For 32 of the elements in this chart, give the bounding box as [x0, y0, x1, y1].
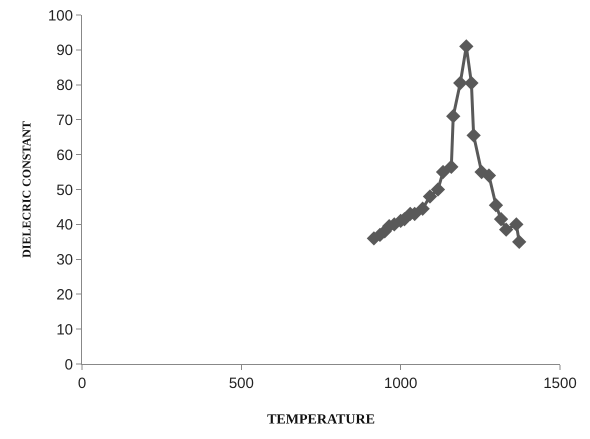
point — [416, 202, 430, 216]
point — [464, 76, 479, 90]
y-axis-title: DIELECRIC CONSTANT — [19, 121, 34, 258]
point — [512, 234, 526, 249]
point — [488, 198, 504, 212]
point — [494, 212, 508, 226]
y-tick-label: 60 — [56, 146, 73, 164]
x-axis-title: TEMPERATURE — [267, 412, 375, 428]
y-tick-label: 70 — [56, 112, 73, 129]
y-tick-label: 80 — [56, 77, 73, 94]
point — [422, 189, 438, 204]
point — [466, 128, 481, 143]
y-tick-label: 50 — [56, 182, 73, 199]
y-tick-label: 40 — [56, 216, 73, 234]
y-tick-label: 100 — [48, 7, 73, 24]
point — [499, 222, 514, 237]
y-tick-label: 0 — [64, 356, 73, 374]
point — [453, 76, 468, 90]
point — [444, 160, 458, 174]
y-tick-label: 30 — [56, 252, 73, 269]
y-tick-label: 20 — [56, 286, 73, 304]
x-tick-label: 500 — [228, 375, 254, 392]
point — [509, 217, 524, 232]
point — [446, 109, 460, 124]
x-tick-label: 1500 — [543, 375, 577, 392]
y-tick-label: 10 — [56, 321, 73, 338]
y-tick-label: 90 — [56, 42, 73, 60]
x-tick-label: 1000 — [384, 375, 418, 392]
point — [430, 182, 446, 197]
x-tick-label: 0 — [78, 375, 86, 392]
point — [482, 168, 496, 183]
point — [436, 164, 450, 180]
